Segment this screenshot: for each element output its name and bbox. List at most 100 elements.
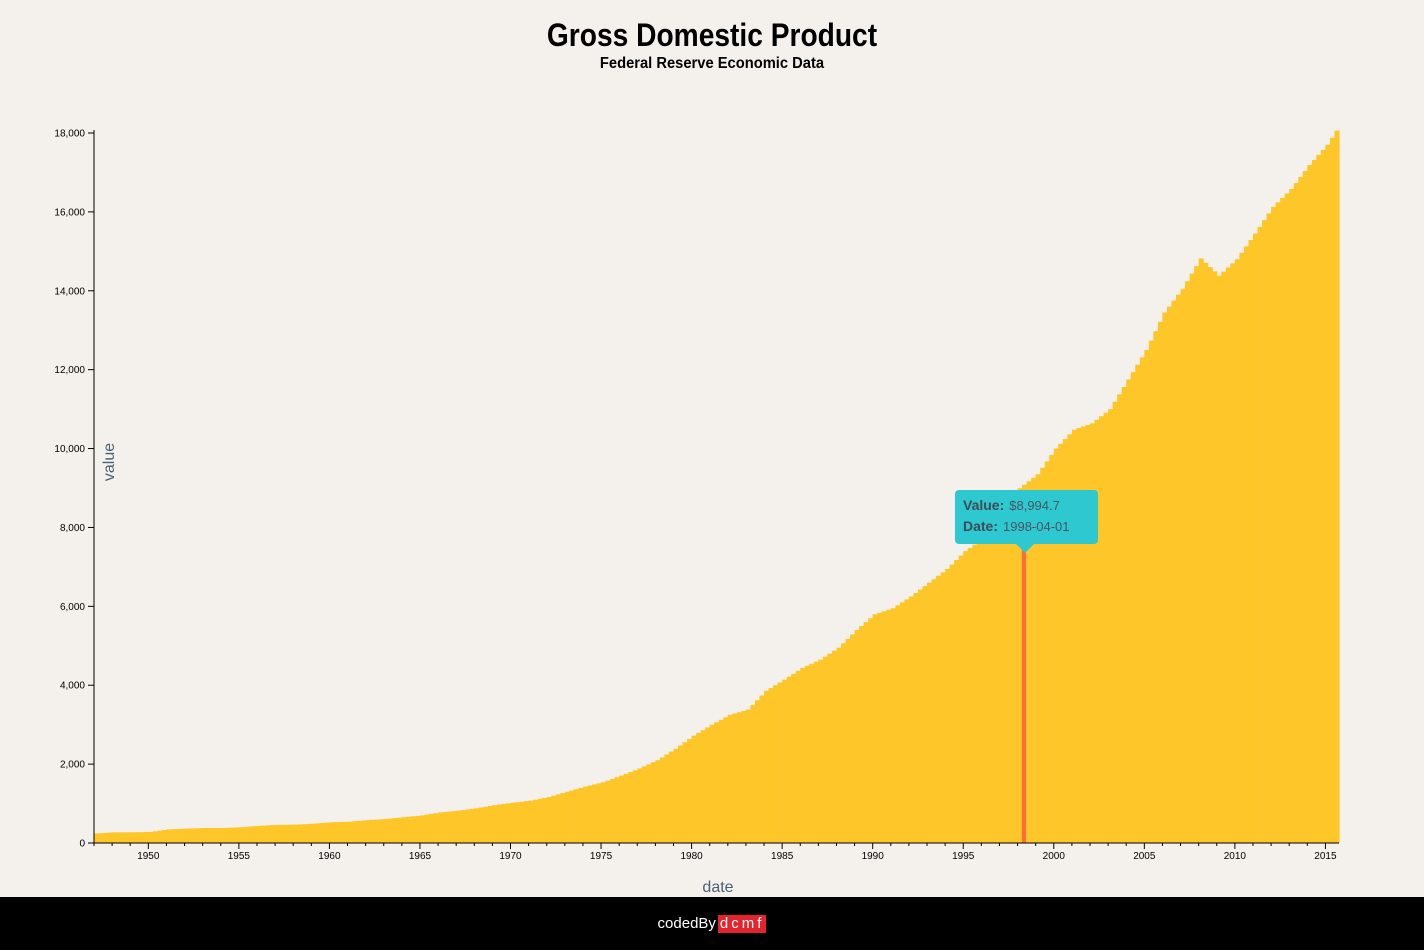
bar[interactable] — [1139, 357, 1145, 843]
bar[interactable] — [786, 676, 792, 843]
bar[interactable] — [252, 826, 258, 843]
bar[interactable] — [247, 826, 254, 843]
bar[interactable] — [922, 586, 928, 843]
bar[interactable] — [320, 822, 326, 843]
bar[interactable] — [401, 817, 407, 843]
bar[interactable] — [1176, 294, 1182, 843]
bar[interactable] — [623, 773, 629, 843]
bar[interactable] — [659, 757, 666, 843]
bar[interactable] — [877, 612, 883, 843]
bar[interactable] — [1298, 176, 1304, 843]
bar[interactable] — [139, 832, 145, 843]
bar[interactable] — [764, 690, 770, 843]
bar[interactable] — [804, 665, 810, 843]
bar[interactable] — [1080, 426, 1087, 843]
bar[interactable] — [1257, 226, 1263, 843]
bar[interactable] — [410, 816, 417, 843]
bar[interactable] — [1135, 364, 1141, 843]
bar[interactable] — [193, 828, 199, 843]
bar[interactable] — [578, 787, 584, 843]
bar[interactable] — [605, 780, 611, 843]
bar[interactable] — [1017, 488, 1023, 843]
bar[interactable] — [678, 745, 684, 843]
bar[interactable] — [438, 812, 444, 843]
bar[interactable] — [152, 831, 158, 843]
bar[interactable] — [601, 782, 607, 843]
bar[interactable] — [908, 596, 915, 843]
bar[interactable] — [791, 673, 797, 843]
bar[interactable] — [1062, 439, 1068, 843]
bar[interactable] — [1207, 267, 1213, 844]
bar[interactable] — [1221, 271, 1227, 843]
bar[interactable] — [1049, 454, 1055, 843]
bar[interactable] — [469, 808, 475, 843]
bar[interactable] — [890, 608, 896, 843]
bar[interactable] — [293, 824, 299, 843]
bar[interactable] — [275, 824, 281, 843]
bar[interactable] — [1307, 164, 1313, 843]
bar[interactable] — [560, 793, 566, 843]
bar[interactable] — [483, 806, 489, 843]
bar[interactable] — [927, 582, 933, 843]
bar[interactable] — [736, 712, 742, 843]
bar[interactable] — [261, 825, 267, 843]
bar[interactable] — [999, 518, 1005, 843]
bar[interactable] — [537, 798, 543, 843]
bar[interactable] — [1153, 331, 1159, 843]
bar[interactable] — [1085, 424, 1091, 843]
bar[interactable] — [1166, 306, 1173, 843]
bar[interactable] — [967, 547, 973, 843]
bar[interactable] — [116, 832, 122, 843]
bar[interactable] — [691, 735, 697, 843]
bar[interactable] — [1121, 386, 1127, 843]
bar[interactable] — [1280, 197, 1286, 843]
bar[interactable] — [266, 825, 272, 843]
bar[interactable] — [1171, 300, 1177, 843]
bar[interactable] — [1180, 288, 1186, 843]
bar[interactable] — [94, 833, 100, 843]
bar[interactable] — [573, 789, 580, 843]
footer-brand-logo[interactable]: dcmf — [717, 914, 767, 933]
bar[interactable] — [777, 682, 783, 843]
bar[interactable] — [682, 742, 688, 843]
bar[interactable] — [1035, 474, 1041, 843]
bar[interactable] — [1262, 220, 1268, 843]
bar[interactable] — [1058, 443, 1064, 843]
bar[interactable] — [1126, 379, 1132, 843]
bar[interactable] — [1293, 182, 1299, 843]
bar[interactable] — [121, 832, 127, 843]
bar[interactable] — [868, 618, 874, 843]
bar[interactable] — [130, 832, 136, 843]
bar[interactable] — [899, 602, 905, 843]
bar[interactable] — [1144, 349, 1150, 843]
bar[interactable] — [954, 559, 960, 843]
bar[interactable] — [1316, 154, 1322, 843]
bar[interactable] — [1230, 263, 1236, 843]
bar[interactable] — [478, 807, 484, 844]
bar[interactable] — [845, 638, 851, 843]
bar[interactable] — [175, 828, 181, 843]
bar[interactable] — [234, 827, 240, 843]
bar[interactable] — [723, 717, 729, 843]
bar[interactable] — [352, 821, 358, 843]
bar[interactable] — [854, 630, 860, 843]
bar[interactable] — [587, 785, 593, 843]
bar[interactable] — [841, 643, 847, 843]
bar[interactable] — [628, 772, 634, 843]
bar[interactable] — [655, 760, 661, 843]
bar[interactable] — [1203, 262, 1209, 843]
bar[interactable] — [492, 805, 498, 843]
bar[interactable] — [161, 830, 168, 843]
bar[interactable] — [1090, 423, 1096, 843]
bar[interactable] — [447, 811, 453, 843]
bar[interactable] — [782, 679, 788, 843]
bar[interactable] — [356, 820, 362, 843]
bar[interactable] — [460, 810, 466, 843]
bar[interactable] — [211, 828, 217, 843]
bar[interactable] — [818, 659, 824, 843]
bar[interactable] — [216, 828, 222, 843]
bar[interactable] — [198, 828, 204, 843]
bar[interactable] — [569, 790, 575, 843]
bar[interactable] — [397, 817, 403, 843]
bar[interactable] — [895, 605, 901, 843]
